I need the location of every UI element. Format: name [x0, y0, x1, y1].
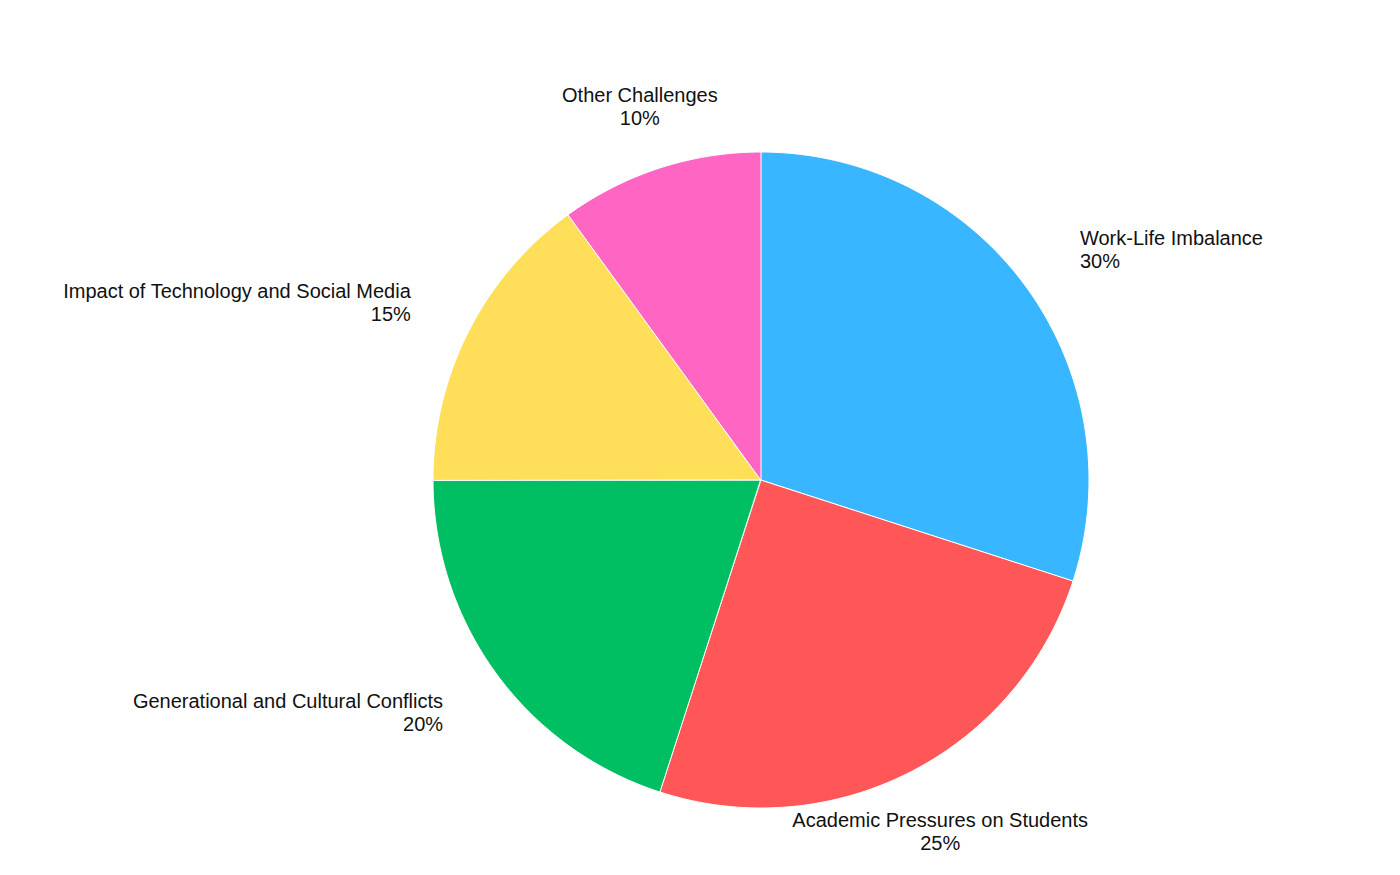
- svg-text:Other Challenges10%: Other Challenges10%: [562, 84, 718, 129]
- svg-text:Academic Pressures on Students: Academic Pressures on Students25%: [792, 809, 1088, 854]
- svg-text:Generational and Cultural Conf: Generational and Cultural Conflicts20%: [133, 690, 443, 735]
- svg-text:Work-Life Imbalance30%: Work-Life Imbalance30%: [1080, 227, 1263, 272]
- svg-text:Impact of Technology and Socia: Impact of Technology and Social Media15%: [63, 280, 411, 325]
